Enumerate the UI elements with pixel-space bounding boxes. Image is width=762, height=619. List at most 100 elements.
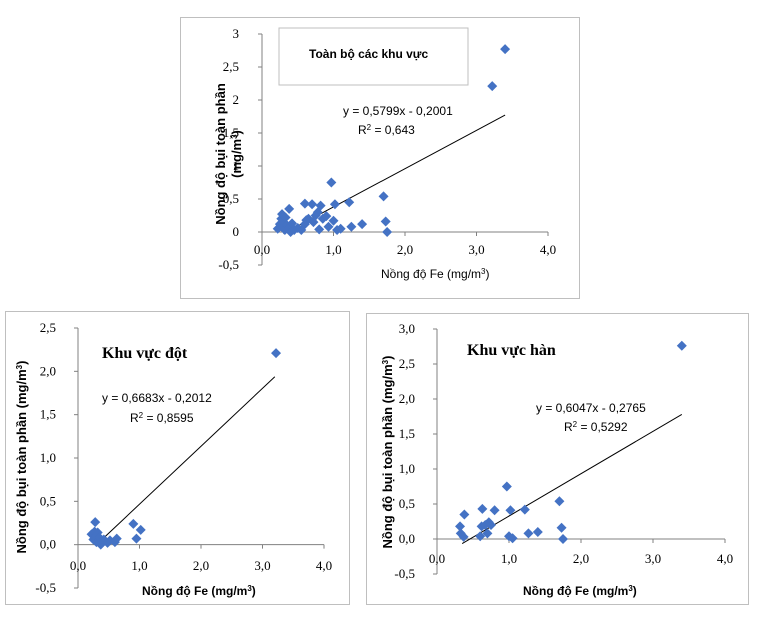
data-point [380, 216, 391, 227]
data-point [500, 44, 511, 55]
data-point [335, 223, 346, 234]
data-point [296, 225, 307, 236]
y-axis-label-line1: Nồng độ bụi toàn phần [213, 83, 228, 225]
y-tick-label: 1,5 [399, 426, 415, 441]
data-point [90, 517, 101, 528]
data-point [459, 509, 470, 520]
y-tick-label: 0,5 [399, 496, 415, 511]
data-point [312, 207, 323, 218]
y-tick-label: 2 [233, 92, 240, 107]
data-point [554, 496, 565, 507]
y-tick-label: 1,5 [223, 125, 239, 140]
trendline-equation: y = 0,6683x - 0,2012 [102, 391, 212, 405]
data-point [328, 215, 339, 226]
y-tick-label: 0,5 [40, 493, 56, 508]
x-tick-label: 0,0 [429, 551, 445, 566]
data-point [98, 534, 109, 545]
y-tick-label: 2,0 [399, 391, 415, 406]
x-tick-label: 1,0 [325, 242, 341, 257]
trendline-equation: y = 0,6047x - 0,2765 [536, 401, 646, 415]
trendline-equation: y = 0,5799x - 0,2001 [343, 104, 453, 118]
data-point [487, 81, 498, 92]
y-axis-label: Nồng độ bụi toàn phần (mg/m3) [213, 83, 244, 225]
data-point [455, 528, 466, 539]
data-point [131, 533, 142, 544]
y-tick-label: 1,5 [40, 407, 56, 422]
x-tick-label: 2,0 [573, 551, 589, 566]
data-point [326, 177, 337, 188]
x-tick-label: 4,0 [316, 558, 332, 573]
y-axis-label-text: Nồng độ bụi toàn phần (mg/m3) [380, 356, 395, 549]
data-point [475, 531, 486, 542]
r-squared-label: R2 = 0,8595 [130, 411, 194, 426]
y-tick-label: 2,0 [40, 363, 56, 378]
trendline [96, 376, 276, 546]
y-tick-label: -0,5 [35, 580, 56, 595]
y-tick-label: 3 [233, 26, 240, 41]
y-tick-label: 1,0 [40, 450, 56, 465]
data-point [507, 533, 518, 544]
y-tick-label: -0,5 [218, 257, 239, 272]
x-axis-label: Nồng độ Fe (mg/m3) [381, 267, 490, 282]
x-tick-label: 2,0 [193, 558, 209, 573]
y-axis-label: Nồng độ bụi toàn phần (mg/m3) [14, 361, 29, 554]
x-axis-label: Nồng độ Fe (mg/m3) [142, 584, 256, 599]
data-point [271, 348, 282, 359]
y-axis-label: Nồng độ bụi toàn phần (mg/m3) [380, 356, 395, 549]
y-tick-label: 2,5 [399, 356, 415, 371]
chart-title: Khu vực hàn [467, 342, 556, 359]
r-squared-label: R2 = 0,5292 [564, 420, 628, 435]
chart-punching-area: -0,5 0,0 0,5 1,0 1,5 2,0 2,5 0,0 1,0 2,0 3,0 4,0 Khu… [14, 320, 332, 599]
y-axis-label-line2: (mg/m3) [229, 130, 244, 178]
x-tick-label: 4,0 [717, 551, 733, 566]
data-point [455, 521, 466, 532]
r-squared-label: R2 = 0,643 [358, 123, 415, 138]
data-point [676, 340, 687, 351]
y-tick-label: 2,5 [223, 59, 239, 74]
title-box [278, 27, 469, 86]
data-point [378, 191, 389, 202]
data-point [532, 527, 543, 537]
data-point [382, 227, 393, 237]
y-tick-label: 2,5 [40, 320, 56, 335]
y-tick-label: 0,5 [223, 191, 239, 206]
data-point [458, 531, 469, 542]
data-point [280, 212, 291, 223]
data-point [314, 224, 325, 235]
chart-all-areas: -0,5 0 0,5 1 1,5 2 2,5 3 0,0 1,0 2,0 3,0 4,0 Toàn bộ … [213, 26, 556, 282]
data-point [346, 221, 357, 232]
y-tick-label: 0,0 [399, 531, 415, 546]
y-tick-label: 3,0 [399, 321, 415, 336]
y-tick-label: 1 [233, 158, 240, 173]
data-point [482, 528, 493, 539]
chart-welding-area: -0,5 0,0 0,5 1,0 1,5 2,0 2,5 3,0 0,0 1,0 2,0 3,0 4,0… [380, 321, 733, 599]
data-point [486, 520, 496, 530]
y-axis-label-text: Nồng độ bụi toàn phần (mg/m3) [14, 361, 29, 554]
data-point [477, 503, 488, 514]
data-point [505, 505, 516, 516]
data-point [357, 219, 368, 230]
data-point [523, 528, 534, 539]
data-point [278, 217, 289, 228]
chart-panel-all-areas: -0,5 0 0,5 1 1,5 2 2,5 3 0,0 1,0 2,0 3,0 4,0 Toàn bộ … [180, 17, 580, 299]
x-tick-label: 0,0 [70, 558, 86, 573]
data-point [303, 213, 314, 224]
x-axis-label: Nồng độ Fe (mg/m3) [523, 584, 637, 599]
data-point [272, 223, 283, 234]
data-point [283, 223, 294, 234]
x-tick-label: 3,0 [468, 242, 484, 257]
chart-title: Toàn bộ các khu vực [309, 47, 428, 61]
data-point [135, 524, 146, 535]
data-point [128, 518, 139, 529]
chart-panel-welding-area: -0,5 0,0 0,5 1,0 1,5 2,0 2,5 3,0 0,0 1,0 2,0 3,0 4,0… [366, 313, 749, 605]
chart-panel-punching-area: -0,5 0,0 0,5 1,0 1,5 2,0 2,5 0,0 1,0 2,0 3,0 4,0 Khu… [5, 311, 350, 605]
y-tick-label: 0,0 [40, 537, 56, 552]
data-point [519, 504, 530, 515]
data-point [307, 199, 318, 210]
y-tick-label: 0 [233, 224, 240, 239]
x-tick-label: 3,0 [254, 558, 270, 573]
data-point [284, 203, 295, 214]
y-tick-label: -0,5 [394, 566, 415, 581]
trendline [461, 414, 683, 544]
data-point [558, 534, 568, 544]
